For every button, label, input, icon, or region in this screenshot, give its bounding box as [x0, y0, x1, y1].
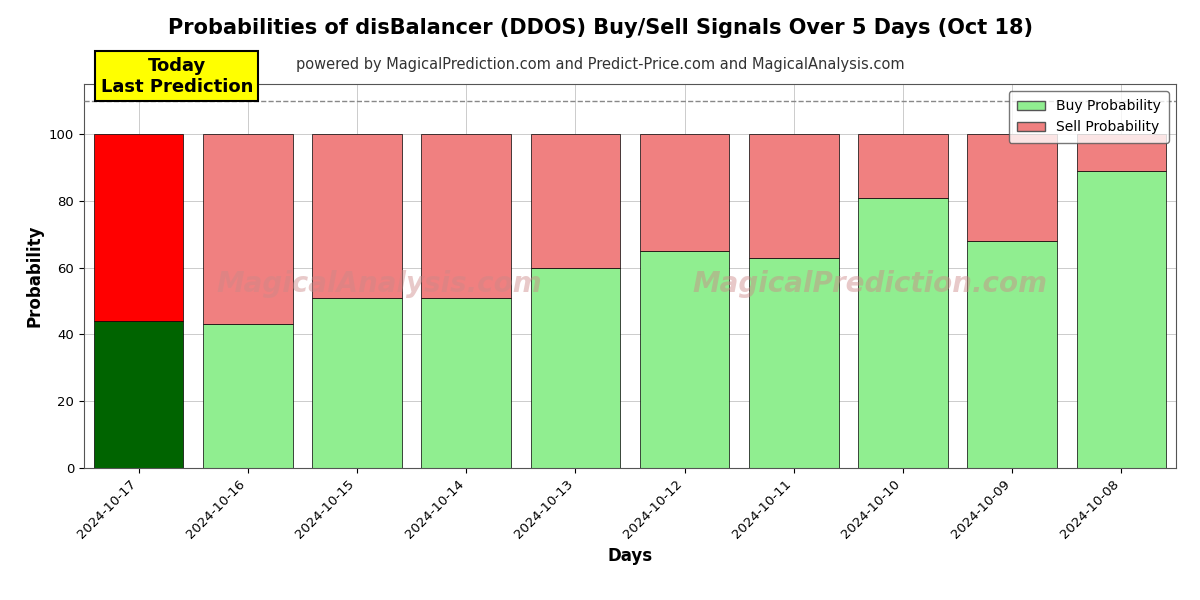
Bar — [967, 134, 1057, 241]
Bar — [94, 321, 184, 468]
Text: MagicalPrediction.com: MagicalPrediction.com — [692, 269, 1048, 298]
Bar — [421, 298, 511, 468]
Bar — [858, 197, 948, 468]
Bar — [312, 298, 402, 468]
Bar — [858, 134, 948, 197]
Bar — [640, 251, 730, 468]
Bar — [1076, 134, 1166, 171]
Text: Today
Last Prediction: Today Last Prediction — [101, 57, 253, 95]
X-axis label: Days: Days — [607, 547, 653, 565]
Bar — [94, 134, 184, 321]
Bar — [749, 257, 839, 468]
Bar — [640, 134, 730, 251]
Text: Probabilities of disBalancer (DDOS) Buy/Sell Signals Over 5 Days (Oct 18): Probabilities of disBalancer (DDOS) Buy/… — [168, 18, 1032, 38]
Bar — [421, 134, 511, 298]
Bar — [203, 325, 293, 468]
Text: MagicalAnalysis.com: MagicalAnalysis.com — [216, 269, 541, 298]
Bar — [749, 134, 839, 257]
Bar — [967, 241, 1057, 468]
Bar — [312, 134, 402, 298]
Text: powered by MagicalPrediction.com and Predict-Price.com and MagicalAnalysis.com: powered by MagicalPrediction.com and Pre… — [295, 57, 905, 72]
Bar — [530, 268, 620, 468]
Bar — [203, 134, 293, 325]
Bar — [530, 134, 620, 268]
Y-axis label: Probability: Probability — [25, 225, 43, 327]
Legend: Buy Probability, Sell Probability: Buy Probability, Sell Probability — [1009, 91, 1169, 143]
Bar — [1076, 171, 1166, 468]
